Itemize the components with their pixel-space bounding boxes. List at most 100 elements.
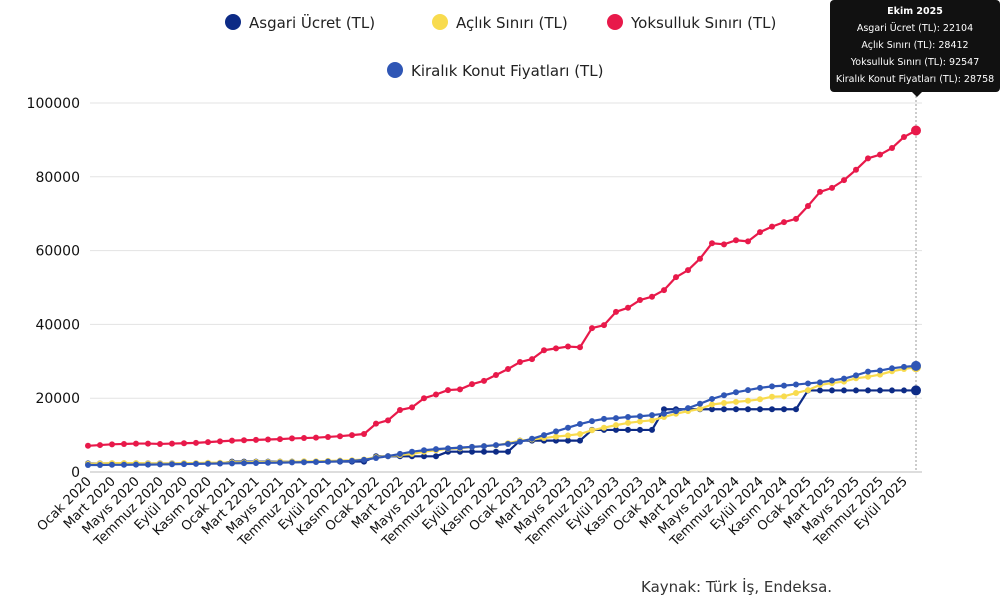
data-point [181, 461, 187, 468]
series-line [87, 129, 917, 447]
data-point [313, 459, 319, 466]
series-line [88, 389, 916, 465]
data-point [121, 461, 127, 468]
data-point [493, 448, 499, 455]
data-point [829, 387, 835, 394]
data-point [397, 407, 403, 414]
data-point [505, 366, 511, 373]
data-point [757, 406, 763, 413]
data-point [337, 458, 343, 465]
legend: Asgari Ücret (TL) Açlık Sınırı (TL) Yoksul… [225, 13, 776, 80]
data-point [865, 373, 871, 380]
series-3 [85, 360, 921, 468]
data-point [733, 406, 739, 413]
legend-label: Açlık Sınırı (TL) [456, 14, 568, 32]
data-point [529, 435, 535, 442]
data-point [901, 387, 907, 394]
data-point [469, 448, 475, 455]
data-point [853, 166, 859, 173]
data-point [337, 433, 343, 440]
data-point [721, 241, 727, 248]
data-point [253, 436, 259, 443]
data-point [325, 433, 331, 440]
data-point [553, 433, 559, 440]
data-point [457, 386, 463, 393]
data-point [709, 401, 715, 408]
tooltip-title: Ekim 2025 [887, 6, 943, 17]
data-point [757, 396, 763, 403]
data-point [769, 223, 775, 230]
y-tick-label: 100000 [27, 96, 80, 112]
data-point [565, 437, 571, 444]
legend-label: Kiralık Konut Fiyatları (TL) [411, 62, 603, 80]
data-point [493, 371, 499, 378]
data-point [781, 219, 787, 226]
data-point [169, 440, 175, 447]
data-point [911, 360, 921, 371]
data-point [865, 387, 871, 394]
data-point [145, 440, 151, 447]
data-point [649, 417, 655, 424]
data-point [421, 395, 427, 402]
data-point [577, 437, 583, 444]
data-point [193, 439, 199, 446]
data-point [649, 412, 655, 419]
data-point [325, 458, 331, 465]
series-line [87, 366, 917, 465]
data-point [769, 406, 775, 413]
data-point [877, 387, 883, 394]
data-point [349, 432, 355, 439]
data-point [205, 439, 211, 446]
data-point [133, 440, 139, 447]
data-point [205, 460, 211, 467]
data-point [793, 390, 799, 397]
data-point [229, 437, 235, 444]
data-point [85, 461, 91, 468]
data-point [409, 404, 415, 411]
tooltip: Ekim 2025 Asgari Ücret (TL): 22104 Açlık… [830, 0, 1000, 97]
data-point [433, 391, 439, 398]
data-point [121, 440, 127, 447]
data-point [865, 155, 871, 162]
data-point [97, 442, 103, 449]
data-point [709, 406, 715, 413]
data-point [565, 343, 571, 350]
data-point [661, 410, 667, 417]
data-point [637, 418, 643, 425]
data-point [589, 325, 595, 332]
data-point [841, 177, 847, 184]
y-tick-label: 60000 [35, 244, 80, 260]
data-point [469, 381, 475, 388]
data-point [589, 418, 595, 425]
data-point [109, 461, 115, 468]
data-point [733, 398, 739, 405]
data-point [613, 308, 619, 315]
data-point [769, 393, 775, 400]
data-point [613, 415, 619, 422]
data-point [517, 438, 523, 445]
data-point [349, 457, 355, 464]
legend-item: Yoksulluk Sınırı (TL) [607, 14, 776, 32]
data-point [625, 426, 631, 433]
data-point [445, 387, 451, 394]
data-point [889, 365, 895, 372]
data-point [781, 406, 787, 413]
data-point [541, 347, 547, 354]
data-point [805, 387, 811, 394]
data-point [901, 133, 907, 140]
legend-item: Asgari Ücret (TL) [225, 13, 375, 32]
data-point [385, 453, 391, 460]
data-point [625, 419, 631, 426]
legend-marker [225, 14, 241, 30]
tooltip-line: Yoksulluk Sınırı (TL): 92547 [850, 57, 980, 68]
data-point [577, 421, 583, 428]
data-point [145, 461, 151, 468]
data-point [601, 424, 607, 431]
data-point [589, 427, 595, 434]
series-line [88, 364, 917, 467]
data-point [565, 432, 571, 439]
source-note: Kaynak: Türk İş, Endeksa. [641, 578, 833, 596]
data-point [433, 446, 439, 453]
data-point [313, 434, 319, 441]
data-point [265, 459, 271, 466]
